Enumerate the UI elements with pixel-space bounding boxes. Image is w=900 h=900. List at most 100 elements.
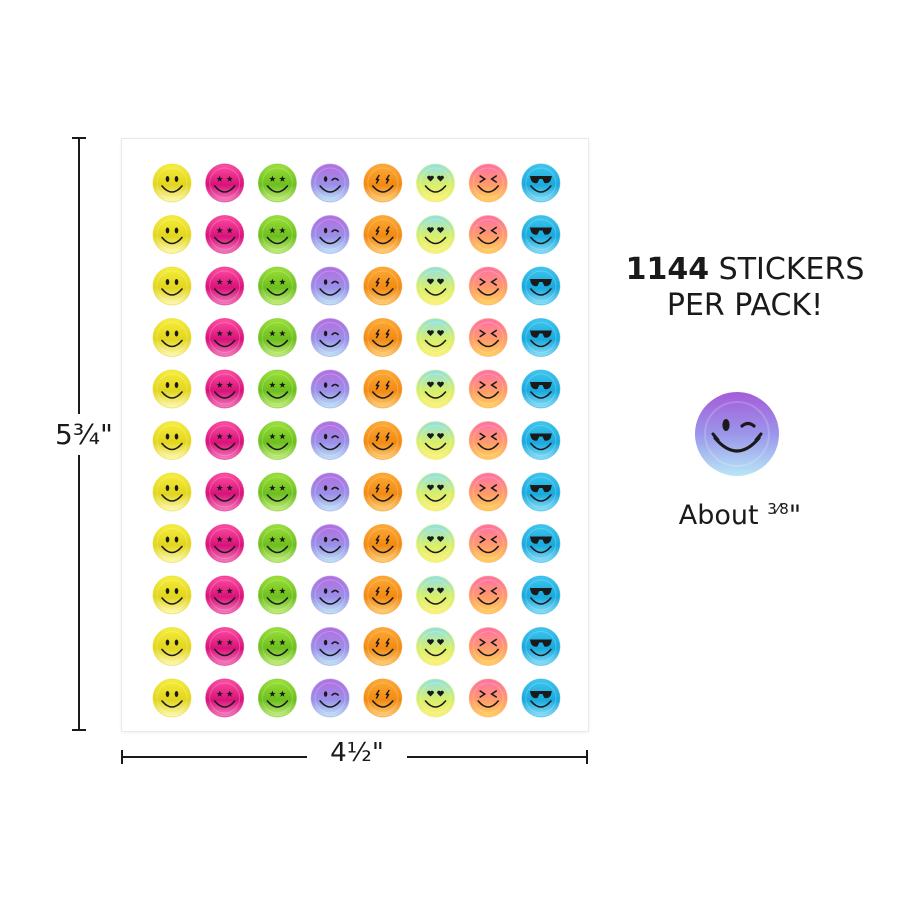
sticker-star-eyes (205, 627, 245, 666)
sticker-lightning-eyes (363, 163, 403, 203)
sticker-star-eyes-green (257, 318, 297, 357)
sticker-star-eyes (205, 678, 245, 718)
sticker-squint (468, 627, 508, 666)
sticker-heart-eyes (416, 369, 455, 409)
pack-count-callout: 1144 STICKERS PER PACK! (605, 252, 885, 324)
sticker-star-eyes (205, 472, 245, 512)
sticker-star-eyes (205, 163, 245, 203)
size-suffix: " (788, 500, 802, 531)
sticker-lightning-eyes (363, 627, 403, 666)
sticker-squint (468, 215, 508, 254)
height-dimension-label: 5¾" (55, 414, 113, 455)
sticker-classic-smile (152, 369, 192, 409)
sticker-star-eyes (205, 266, 245, 306)
sticker-classic-smile (152, 524, 192, 563)
sticker-wink (310, 678, 350, 718)
sticker-wink (310, 369, 350, 409)
width-dimension-cap-left (121, 750, 123, 764)
sticker-squint (468, 163, 508, 203)
sticker-size-label: About 3⁄8" (640, 500, 840, 531)
pack-count-line2: PER PACK! (666, 288, 824, 323)
sticker-sunglasses (521, 575, 561, 615)
sticker-squint (468, 421, 508, 460)
sticker-wink (310, 318, 350, 357)
sticker-star-eyes-green (257, 627, 297, 666)
sticker-sunglasses (521, 163, 561, 203)
sticker-classic-smile (152, 266, 192, 306)
sticker-star-eyes-green (257, 163, 297, 203)
sticker-sheet (122, 139, 588, 731)
sticker-star-eyes-green (257, 472, 297, 512)
sticker-squint (468, 524, 508, 563)
sticker-heart-eyes (416, 421, 455, 460)
sticker-squint (468, 266, 508, 306)
sticker-classic-smile (152, 575, 192, 615)
sticker-lightning-eyes (363, 524, 403, 563)
sticker-star-eyes-green (257, 421, 297, 460)
width-dimension-cap-right (586, 750, 588, 764)
height-dimension-cap-bottom (72, 729, 86, 731)
sticker-sunglasses (521, 266, 561, 306)
sticker-classic-smile (152, 163, 192, 203)
sticker-classic-smile (152, 627, 192, 666)
sticker-heart-eyes (416, 215, 455, 254)
pack-count-suffix: STICKERS (709, 252, 865, 287)
sticker-squint (468, 678, 508, 718)
sticker-grid (152, 163, 561, 718)
sticker-squint (468, 369, 508, 409)
sticker-sunglasses (521, 421, 561, 460)
sticker-star-eyes-green (257, 266, 297, 306)
sticker-star-eyes (205, 524, 245, 563)
sticker-wink (310, 215, 350, 254)
sticker-classic-smile (152, 215, 192, 254)
sticker-squint (468, 472, 508, 512)
sticker-heart-eyes (416, 524, 455, 563)
winking-smiley-icon (695, 392, 779, 476)
sticker-wink (310, 266, 350, 306)
sticker-lightning-eyes (363, 369, 403, 409)
sticker-sunglasses (521, 472, 561, 512)
sticker-sunglasses (521, 369, 561, 409)
sticker-classic-smile (152, 421, 192, 460)
sticker-wink (310, 627, 350, 666)
sticker-classic-smile (152, 472, 192, 512)
sticker-lightning-eyes (363, 266, 403, 306)
sticker-wink (310, 524, 350, 563)
sticker-star-eyes-green (257, 524, 297, 563)
sticker-sunglasses (521, 215, 561, 254)
sticker-heart-eyes (416, 678, 455, 718)
size-fraction: 3⁄8 (767, 500, 789, 518)
sticker-star-eyes (205, 318, 245, 357)
height-dimension-cap-top (72, 137, 86, 139)
sticker-star-eyes-green (257, 369, 297, 409)
sticker-star-eyes-green (257, 678, 297, 718)
sticker-classic-smile (152, 678, 192, 718)
sticker-lightning-eyes (363, 421, 403, 460)
sticker-sunglasses (521, 524, 561, 563)
sticker-sunglasses (521, 318, 561, 357)
sticker-heart-eyes (416, 266, 455, 306)
sticker-heart-eyes (416, 318, 455, 357)
pack-count-line1: 1144 STICKERS (605, 252, 885, 288)
sticker-squint (468, 318, 508, 357)
sticker-lightning-eyes (363, 575, 403, 615)
sticker-star-eyes (205, 215, 245, 254)
sticker-sunglasses (521, 678, 561, 718)
sticker-heart-eyes (416, 627, 455, 666)
size-prefix: About (678, 500, 768, 531)
sticker-lightning-eyes (363, 472, 403, 512)
sticker-heart-eyes (416, 575, 455, 615)
sticker-heart-eyes (416, 472, 455, 512)
sticker-heart-eyes (416, 163, 455, 203)
sticker-wink (310, 421, 350, 460)
width-dimension-label: 4½" (307, 738, 407, 768)
sticker-star-eyes-green (257, 215, 297, 254)
sticker-classic-smile (152, 318, 192, 357)
sticker-star-eyes (205, 575, 245, 615)
pack-count-number: 1144 (625, 252, 710, 287)
sticker-lightning-eyes (363, 215, 403, 254)
sticker-squint (468, 575, 508, 615)
sticker-star-eyes-green (257, 575, 297, 615)
sticker-wink (310, 575, 350, 615)
sticker-sunglasses (521, 627, 561, 666)
